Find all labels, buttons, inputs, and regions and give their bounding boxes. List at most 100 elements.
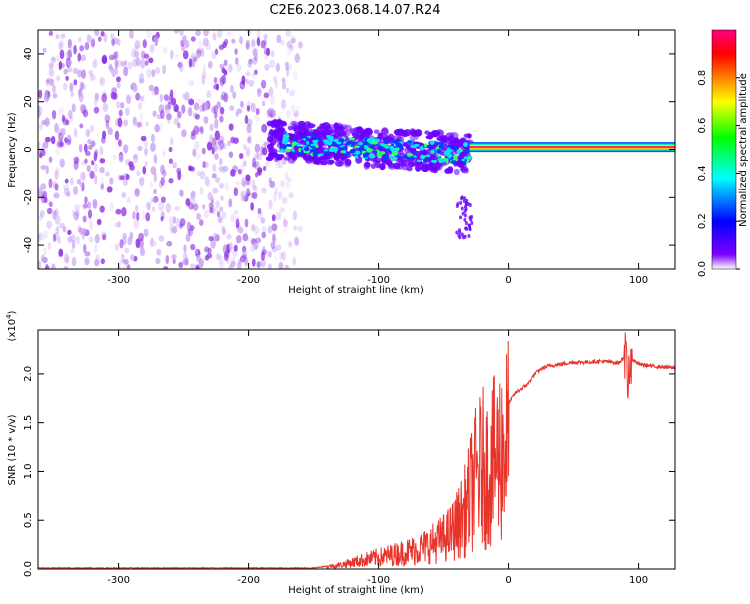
heatmap-cell [235, 218, 240, 229]
heatmap-cell [66, 66, 73, 73]
heatmap-cell [279, 207, 286, 213]
heatmap-cell [90, 124, 95, 133]
heatmap-cell [401, 130, 409, 138]
heatmap-cell [74, 204, 80, 211]
heatmap-cell [295, 240, 300, 246]
heatmap-cell [40, 254, 46, 263]
heatmap-cell [396, 147, 400, 151]
heatmap-cell [48, 30, 53, 37]
heatmap-cell [288, 241, 293, 249]
heatmap-cell [173, 117, 179, 126]
heatmap-cell [48, 62, 54, 69]
heatmap-cell [284, 148, 291, 153]
heatmap-cell [80, 54, 86, 62]
heatmap-cell [38, 105, 41, 112]
heatmap-cell [209, 206, 214, 214]
heatmap-cell [153, 196, 159, 203]
bottom-x-tick-label: 0 [505, 575, 511, 586]
heatmap-cell [253, 241, 259, 250]
heatmap-cell [463, 217, 467, 222]
heatmap-cell [310, 143, 317, 147]
heatmap-cell [124, 247, 130, 254]
heatmap-cell [445, 159, 449, 164]
heatmap-cell [460, 196, 464, 201]
heatmap-cell [269, 107, 274, 115]
heatmap-cell [430, 149, 435, 155]
heatmap-cell [228, 198, 233, 208]
heatmap-cell [162, 46, 168, 54]
heatmap-cell [336, 141, 342, 145]
heatmap-cell [89, 220, 93, 231]
heatmap-cell [82, 215, 87, 223]
heatmap-cell [388, 154, 393, 158]
heatmap-cell [133, 219, 140, 229]
heatmap-cell [88, 69, 93, 77]
heatmap-cell [88, 236, 94, 243]
heatmap-cell [234, 57, 239, 65]
heatmap-cell [461, 169, 469, 174]
heatmap-cell [285, 62, 292, 71]
heatmap-cell [229, 105, 235, 111]
heatmap-cell [278, 159, 284, 169]
heatmap-cell [196, 170, 201, 177]
heatmap-cell [80, 171, 86, 181]
heatmap-cell [178, 189, 183, 197]
heatmap-cell [251, 192, 258, 199]
heatmap-cell [55, 33, 60, 40]
heatmap-cell [424, 143, 428, 148]
heatmap-cell [319, 123, 325, 129]
heatmap-cell [239, 255, 246, 263]
heatmap-cell [211, 50, 217, 60]
heatmap-cell [130, 254, 136, 261]
heatmap-cell [285, 30, 292, 38]
heatmap-cell [271, 246, 278, 253]
heatmap-cell [123, 119, 129, 127]
heatmap-cell [58, 41, 63, 51]
heatmap-cell [54, 170, 59, 180]
heatmap-cell [115, 208, 122, 215]
heatmap-cell [453, 145, 458, 151]
heatmap-cell [38, 147, 42, 155]
heatmap-cell [281, 251, 286, 261]
heatmap-cell [123, 263, 129, 269]
heatmap-cell [244, 218, 249, 228]
heatmap-cell [227, 140, 232, 147]
heatmap-cell [235, 234, 242, 244]
heatmap-cell [179, 62, 184, 73]
heatmap-cell [112, 154, 117, 160]
heatmap-cell [184, 91, 190, 101]
heatmap-cell [235, 110, 239, 117]
heatmap-cell [190, 243, 196, 251]
heatmap-cell [386, 148, 391, 151]
heatmap-cell [139, 242, 144, 252]
heatmap-cell [260, 217, 266, 224]
heatmap-cell [137, 102, 143, 111]
heatmap-cell [312, 139, 319, 143]
heatmap-cell [65, 119, 70, 126]
heatmap-cell [160, 176, 165, 186]
heatmap-cell [114, 130, 120, 141]
heatmap-cell [226, 30, 232, 37]
top-x-axis-label: Height of straight line (km) [288, 285, 424, 296]
heatmap-cell [252, 56, 258, 65]
heatmap-cell [228, 242, 233, 251]
heatmap-cell [226, 233, 232, 240]
heatmap-cell [208, 235, 214, 242]
heatmap-cell [142, 166, 147, 175]
heatmap-cell [179, 218, 186, 227]
heatmap-cell [305, 136, 309, 141]
heatmap-cell [177, 110, 182, 119]
heatmap-cell [173, 30, 179, 34]
heatmap-cell [211, 173, 217, 179]
heatmap-cell [213, 84, 220, 90]
heatmap-cell [47, 242, 51, 250]
heatmap-cell [50, 57, 56, 64]
heatmap-cell [452, 154, 458, 159]
heatmap-cell [153, 188, 157, 195]
heatmap-cell [132, 154, 138, 160]
heatmap-cell [196, 49, 202, 59]
heatmap-cell [59, 49, 65, 60]
heatmap-cell [206, 90, 212, 98]
heatmap-cell [42, 47, 47, 54]
heatmap-cell [241, 75, 246, 86]
